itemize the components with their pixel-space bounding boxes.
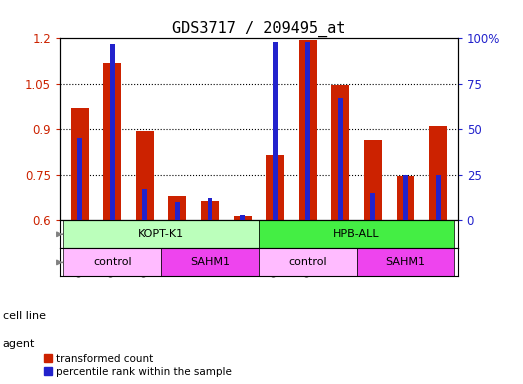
Bar bbox=[240, 215, 245, 220]
Bar bbox=[175, 202, 180, 220]
Bar bbox=[63, 248, 161, 276]
Bar bbox=[104, 63, 121, 220]
Bar bbox=[429, 126, 447, 220]
Text: SAHM1: SAHM1 bbox=[190, 257, 230, 267]
Text: control: control bbox=[93, 257, 132, 267]
Bar bbox=[396, 176, 414, 220]
Text: HPB-ALL: HPB-ALL bbox=[333, 229, 380, 239]
Bar bbox=[259, 248, 357, 276]
Bar bbox=[208, 199, 212, 220]
Bar bbox=[77, 138, 82, 220]
Bar bbox=[110, 44, 115, 220]
Legend: transformed count, percentile rank within the sample: transformed count, percentile rank withi… bbox=[42, 351, 234, 379]
Text: agent: agent bbox=[3, 339, 35, 349]
Bar bbox=[136, 131, 154, 220]
Text: KOPT-K1: KOPT-K1 bbox=[138, 229, 184, 239]
Bar bbox=[338, 98, 343, 220]
Bar bbox=[403, 175, 408, 220]
Bar bbox=[234, 216, 252, 220]
Bar bbox=[266, 155, 284, 220]
Bar bbox=[357, 248, 454, 276]
Bar bbox=[305, 42, 310, 220]
Text: cell line: cell line bbox=[3, 311, 46, 321]
Bar bbox=[272, 42, 278, 220]
Text: control: control bbox=[289, 257, 327, 267]
Title: GDS3717 / 209495_at: GDS3717 / 209495_at bbox=[172, 21, 346, 37]
Bar bbox=[259, 220, 454, 248]
Text: SAHM1: SAHM1 bbox=[385, 257, 426, 267]
Bar bbox=[332, 85, 349, 220]
Bar bbox=[168, 196, 186, 220]
Bar bbox=[63, 220, 259, 248]
Bar bbox=[370, 193, 376, 220]
Bar bbox=[201, 200, 219, 220]
Bar bbox=[71, 108, 89, 220]
Bar bbox=[161, 248, 259, 276]
Bar bbox=[436, 175, 440, 220]
Bar bbox=[364, 140, 382, 220]
Bar bbox=[299, 40, 317, 220]
Bar bbox=[142, 189, 147, 220]
